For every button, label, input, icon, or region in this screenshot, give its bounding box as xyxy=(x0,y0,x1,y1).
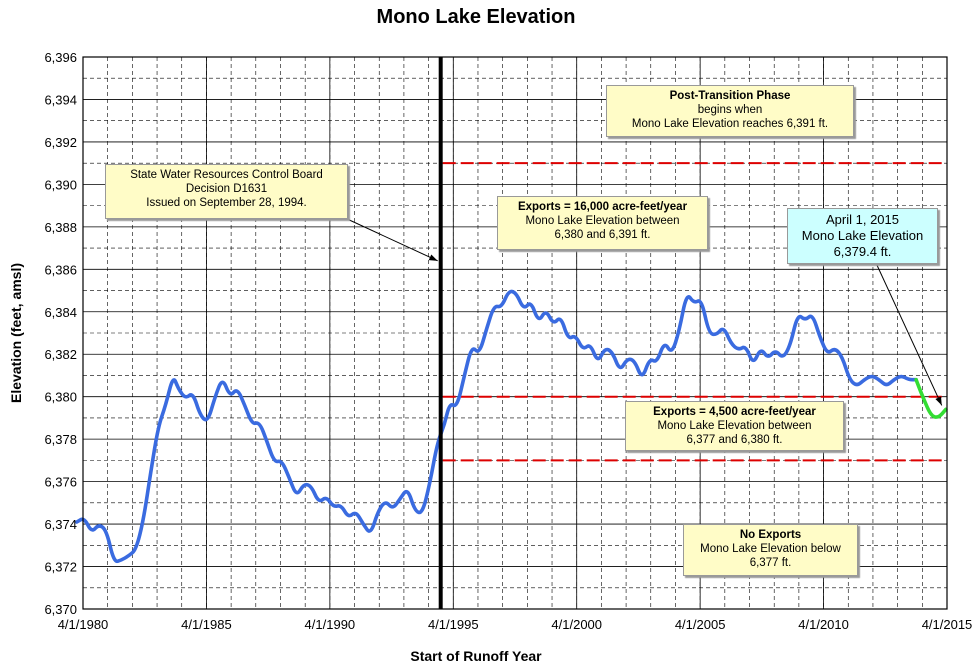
x-tick-label: 4/1/1985 xyxy=(181,617,232,632)
april-2015-line: Mono Lake Elevation xyxy=(801,228,924,243)
x-tick-label: 4/1/1990 xyxy=(305,617,356,632)
exports-4500-line: 6,377 and 6,380 ft. xyxy=(686,434,783,446)
series-line xyxy=(75,289,918,564)
y-tick-label: 6,394 xyxy=(44,92,77,107)
y-tick-label: 6,388 xyxy=(44,220,77,235)
post-transition-line: begins when xyxy=(697,104,763,116)
threshold-lines xyxy=(442,162,947,462)
x-tick-label: 4/1/2010 xyxy=(798,617,849,632)
y-tick-label: 6,386 xyxy=(44,262,77,277)
plot-frame xyxy=(82,56,948,610)
decision-note: State Water Resources Control Board Deci… xyxy=(105,164,348,219)
y-tick-label: 6,396 xyxy=(44,50,77,65)
decision-note-line: Issued on September 28, 1994. xyxy=(146,197,307,209)
chart-title: Mono Lake Elevation xyxy=(377,6,576,28)
post-transition-line: Mono Lake Elevation reaches 6,391 ft. xyxy=(631,118,829,130)
decision-arrow-head xyxy=(428,254,438,261)
april-2015-note: April 1, 2015 Mono Lake Elevation 6,379.… xyxy=(787,208,938,264)
no-exports-line: 6,377 ft. xyxy=(749,557,792,569)
no-exports-note: No Exports Mono Lake Elevation below 6,3… xyxy=(683,524,858,576)
exports-16000-note: Exports = 16,000 acre-feet/year Mono Lak… xyxy=(497,196,708,250)
decision-arrow xyxy=(344,217,438,262)
y-tick-label: 6,384 xyxy=(44,305,77,320)
y-tick-label: 6,378 xyxy=(44,432,77,447)
no-exports-line: Mono Lake Elevation below xyxy=(700,543,841,555)
x-tick-label: 4/1/2000 xyxy=(551,617,602,632)
decision-note-line: Decision D1631 xyxy=(185,183,268,195)
y-tick-labels: 6,370 6,372 6,374 6,376 6,378 6,380 6,382 6,384… xyxy=(44,50,77,617)
exports-16000-line: Mono Lake Elevation between xyxy=(525,215,680,227)
y-tick-label: 6,370 xyxy=(44,602,77,617)
y-tick-label: 6,380 xyxy=(44,390,77,405)
x-axis-title: Start of Runoff Year xyxy=(410,648,542,664)
annotation-arrows xyxy=(344,217,943,406)
exports-16000-line: 6,380 and 6,391 ft. xyxy=(554,229,651,241)
series-line xyxy=(914,377,948,419)
april-2015-arrow-head xyxy=(935,396,942,406)
x-tick-labels: 4/1/1980 4/1/1985 4/1/1990 4/1/1995 4/1/2000… xyxy=(58,617,973,632)
y-tick-label: 6,382 xyxy=(44,347,77,362)
decision-note-line: State Water Resources Control Board xyxy=(130,169,323,181)
y-axis-title: Elevation (feet, amsl) xyxy=(8,263,24,403)
y-tick-label: 6,374 xyxy=(44,517,77,532)
x-tick-label: 4/1/2015 xyxy=(922,617,973,632)
exports-16000-heading: Exports = 16,000 acre-feet/year xyxy=(517,201,688,213)
x-tick-label: 4/1/2005 xyxy=(675,617,726,632)
april-2015-line: 6,379.4 ft. xyxy=(833,244,892,259)
april-2015-arrow xyxy=(875,262,943,406)
x-tick-label: 4/1/1995 xyxy=(428,617,479,632)
post-transition-heading: Post-Transition Phase xyxy=(669,90,791,102)
y-tick-label: 6,376 xyxy=(44,475,77,490)
no-exports-heading: No Exports xyxy=(739,529,802,541)
elevation-series xyxy=(75,289,948,564)
exports-4500-heading: Exports = 4,500 acre-feet/year xyxy=(653,406,816,418)
april-2015-line: April 1, 2015 xyxy=(826,212,899,227)
x-tick-label: 4/1/1980 xyxy=(58,617,109,632)
exports-4500-note: Exports = 4,500 acre-feet/year Mono Lake… xyxy=(625,401,844,451)
y-tick-label: 6,372 xyxy=(44,560,77,575)
y-tick-label: 6,392 xyxy=(44,135,77,150)
y-tick-label: 6,390 xyxy=(44,177,77,192)
post-transition-note: Post-Transition Phase begins when Mono L… xyxy=(606,85,854,137)
exports-4500-line: Mono Lake Elevation between xyxy=(657,420,812,432)
